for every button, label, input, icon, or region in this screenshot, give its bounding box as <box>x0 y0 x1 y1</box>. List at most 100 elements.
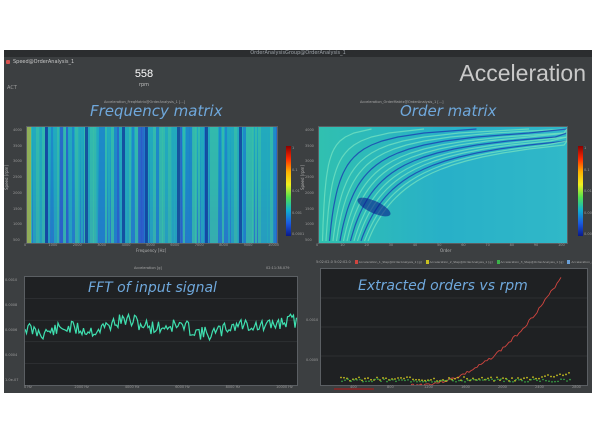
order-series-3-point <box>344 379 346 382</box>
heatmap-stripe <box>222 127 224 243</box>
order-legend: Acceleration_OrderMatrix@OrderAnalysis_1… <box>360 100 444 104</box>
order-curve <box>367 129 567 242</box>
order-series-2-point <box>490 376 492 379</box>
order-series-3-point <box>560 378 562 380</box>
fft-legend: Acceleration [g] <box>134 266 162 270</box>
order-series-3-point <box>425 380 427 383</box>
order-heatmap[interactable] <box>318 126 568 244</box>
order-series-2-point <box>487 377 489 380</box>
heatmap-stripe <box>42 127 46 243</box>
heatmap-stripe <box>75 127 79 243</box>
fft-title: FFT of input signal <box>88 280 217 296</box>
fft-panel[interactable]: Acceleration [g] 02:11:38.079 FFT of inp… <box>4 254 304 393</box>
freq-colorbar-tick: 1 <box>292 146 295 150</box>
order-xtick: 20 <box>364 243 369 247</box>
orders-xtick: 2400 <box>535 385 544 389</box>
order-curve <box>339 128 567 242</box>
orders-legend-item[interactable]: Acceleration_1_Step@OrderAnalysis_1 [g] <box>354 260 422 264</box>
freq-xtick: 4000 <box>121 243 131 247</box>
order-xtick: 100 <box>558 243 565 247</box>
order-series-3-point <box>476 379 478 382</box>
order-series-3-point <box>533 378 535 380</box>
order-series-3-point <box>551 381 553 383</box>
orders-legend-item[interactable]: Acceleration_4_Step@OrderAnalysis_1 [g] <box>567 260 592 264</box>
extracted-orders-panel[interactable]: 5:02:02.0 5:02:02.0 Acceleration_1_Step@O… <box>306 254 592 393</box>
order-ytick: 3500 <box>305 143 314 148</box>
fft-plot[interactable] <box>24 276 298 386</box>
order-series-2-point <box>496 376 498 379</box>
freq-colorbar-tick: 0.0001 <box>292 232 305 236</box>
order-series-3-point <box>554 380 556 383</box>
heatmap-stripe <box>252 127 254 243</box>
order-series-3-point <box>566 380 568 382</box>
freq-colorbar-tick: 0.001 <box>292 210 303 215</box>
horizontal-scrollbar[interactable] <box>334 388 374 390</box>
orders-plot[interactable] <box>320 268 588 386</box>
order-curve <box>353 129 567 242</box>
order-series-3-point <box>494 379 496 382</box>
order-series-3-point <box>389 379 391 381</box>
fft-ytick: 0.0010 <box>5 278 18 282</box>
speed-side-label: ACT <box>7 85 17 91</box>
order-series-3-point <box>410 381 412 383</box>
heatmap-stripe <box>189 127 193 243</box>
orders-legend-item[interactable]: Acceleration_3_Step@OrderAnalysis_1 [g] <box>496 260 563 264</box>
order-curve <box>349 129 567 242</box>
order-series-3-point <box>479 379 481 381</box>
heatmap-stripe <box>120 127 123 243</box>
order-series-3-point <box>500 378 502 380</box>
heatmap-stripe <box>171 127 175 243</box>
heatmap-stripe <box>255 127 257 243</box>
order-resonance <box>357 197 391 217</box>
fft-xtick: 2000 Hz <box>74 385 89 389</box>
freq-ytick: 2000 <box>13 190 22 195</box>
order-series-3-point <box>404 379 406 382</box>
freq-xlabel: Frequency [Hz] <box>136 248 167 253</box>
order-series-3-point <box>371 380 373 383</box>
order-series-2-point <box>343 376 345 379</box>
heatmap-stripe <box>81 127 83 243</box>
heatmap-stripe <box>159 127 163 243</box>
order-series-2-point <box>400 377 402 379</box>
order-series-3-point <box>347 378 349 380</box>
speed-indicator-label: Speed@OrderAnalysis_1 <box>13 59 75 65</box>
orders-legend-item[interactable]: Acceleration_2_Step@OrderAnalysis_1 [g] <box>425 260 493 264</box>
dashboard-window: OrderAnalysisGroup@OrderAnalysis_1 Speed… <box>4 50 592 393</box>
heatmap-stripe <box>114 127 117 243</box>
heatmap-stripe <box>150 127 153 243</box>
heatmap-stripe <box>126 127 129 243</box>
frequency-heatmap[interactable] <box>26 126 278 244</box>
order-series-2-point <box>568 371 570 374</box>
fft-xtick: 0 Hz <box>24 385 32 389</box>
fft-xtick: 10000 Hz <box>276 385 293 389</box>
heatmap-stripe <box>87 127 90 243</box>
order-colorbar-tick: 0.001 <box>584 210 592 215</box>
order-series-2-point <box>526 376 528 379</box>
freq-xtick: 0 <box>24 243 27 247</box>
heatmap-stripe <box>102 127 105 243</box>
frequency-matrix-panel[interactable]: Acceleration_FreqMatrix@OrderAnalysis_1 … <box>4 94 304 253</box>
order-series-3-point <box>362 380 364 383</box>
order-curve <box>360 129 567 242</box>
order-series-2-point <box>547 374 549 376</box>
order-series-3-point <box>470 379 472 381</box>
heatmap-stripe <box>132 127 134 243</box>
heatmap-stripe <box>249 127 253 243</box>
freq-ytick: 1500 <box>13 206 22 211</box>
order-series-3-point <box>437 380 439 383</box>
heatmap-stripe <box>186 127 190 243</box>
order-matrix-panel[interactable]: Acceleration_OrderMatrix@OrderAnalysis_1… <box>300 94 592 253</box>
order-series-2-point <box>538 377 540 380</box>
order-series-3-point <box>455 380 457 383</box>
order-series-2-point <box>364 377 366 380</box>
order-series-2-point <box>397 377 399 379</box>
heatmap-stripe <box>195 127 197 243</box>
order-series-3-point <box>446 379 448 382</box>
heatmap-stripe <box>60 127 64 243</box>
heatmap-dark-band <box>45 127 48 243</box>
order-series-3-point <box>419 380 421 383</box>
order-series-2-point <box>418 378 420 381</box>
order-colorbar-tick: 0.01 <box>584 189 592 193</box>
order-series-2-point <box>370 378 372 381</box>
order-series-3-point <box>530 378 532 381</box>
